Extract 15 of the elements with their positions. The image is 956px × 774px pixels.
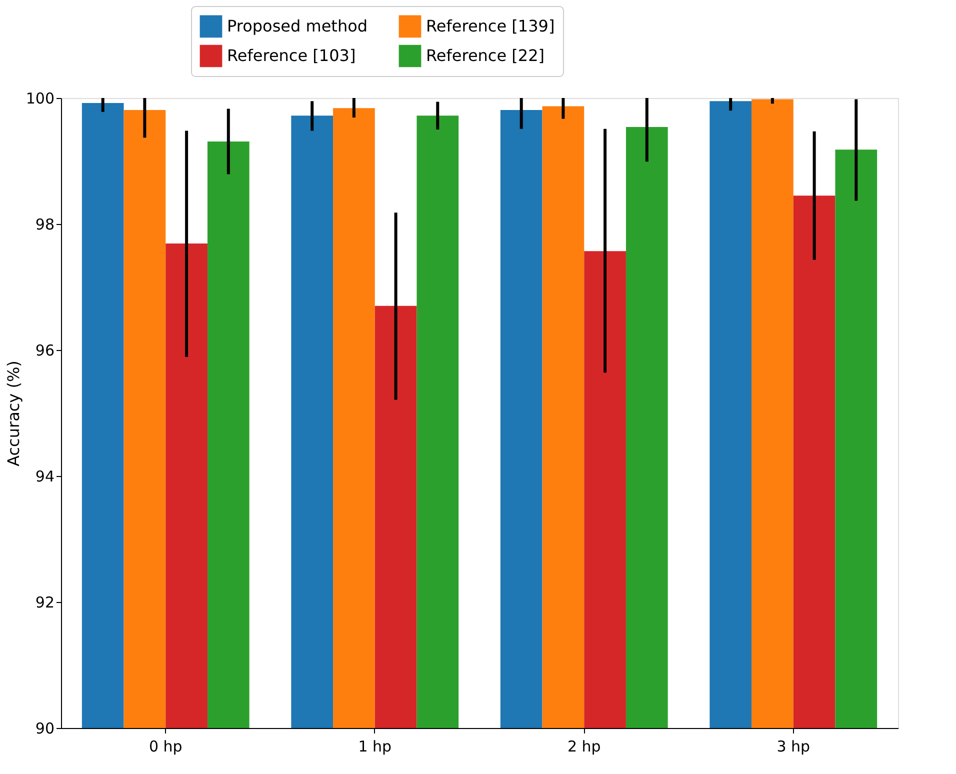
y-tick-label: 94 bbox=[35, 468, 54, 486]
legend-label: Reference [103] bbox=[227, 46, 356, 65]
legend-label: Proposed method bbox=[227, 16, 368, 36]
y-tick-label: 100 bbox=[26, 90, 54, 108]
legend-label: Reference [22] bbox=[426, 46, 544, 65]
y-tick-label: 98 bbox=[35, 216, 54, 234]
x-tick-label: 1 hp bbox=[358, 738, 392, 756]
x-tick-label: 0 hp bbox=[148, 738, 182, 756]
x-tick-label: 2 hp bbox=[567, 738, 601, 756]
y-axis-title: Accuracy (%) bbox=[4, 360, 23, 466]
y-tick-label: 92 bbox=[35, 594, 54, 612]
y-tick-label: 90 bbox=[35, 720, 54, 738]
legend-label: Reference [139] bbox=[426, 16, 555, 36]
x-tick-label: 3 hp bbox=[776, 738, 810, 756]
y-tick-label: 96 bbox=[35, 342, 54, 360]
